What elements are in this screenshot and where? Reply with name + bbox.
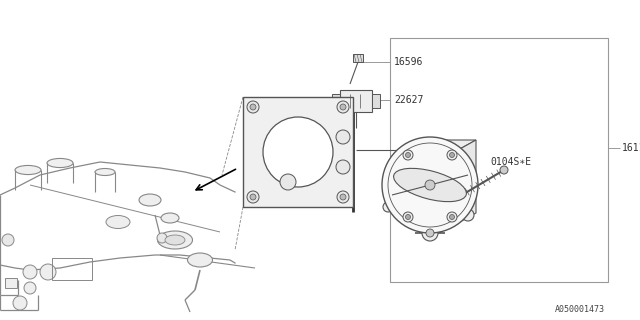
Circle shape [337, 191, 349, 203]
Circle shape [422, 225, 438, 241]
Ellipse shape [139, 194, 161, 206]
Circle shape [336, 160, 350, 174]
Circle shape [449, 153, 454, 157]
Circle shape [425, 180, 435, 190]
Circle shape [447, 212, 457, 222]
Circle shape [403, 212, 413, 222]
Bar [340, 90, 372, 112]
Text: 0104S∗E: 0104S∗E [490, 157, 531, 167]
Ellipse shape [157, 231, 193, 249]
Circle shape [280, 174, 296, 190]
Circle shape [406, 153, 410, 157]
Circle shape [406, 214, 410, 220]
Text: 16175: 16175 [268, 154, 298, 164]
Circle shape [247, 191, 259, 203]
Ellipse shape [161, 213, 179, 223]
Circle shape [500, 166, 508, 174]
Ellipse shape [95, 169, 115, 175]
Circle shape [247, 101, 259, 113]
Ellipse shape [188, 253, 212, 267]
Ellipse shape [47, 158, 73, 168]
Circle shape [2, 234, 14, 246]
Polygon shape [402, 140, 476, 150]
Circle shape [447, 150, 457, 160]
Text: A050001473: A050001473 [555, 305, 605, 314]
Circle shape [382, 137, 478, 233]
Circle shape [403, 150, 413, 160]
Bar [390, 38, 608, 282]
Circle shape [250, 194, 256, 200]
Circle shape [24, 282, 36, 294]
Polygon shape [402, 150, 458, 223]
Circle shape [449, 214, 454, 220]
Text: FRONT: FRONT [242, 148, 273, 166]
Bar [5, 278, 17, 288]
Circle shape [23, 265, 37, 279]
Circle shape [157, 233, 167, 243]
Text: 16596: 16596 [394, 57, 424, 67]
Bar [353, 54, 363, 62]
Circle shape [250, 104, 256, 110]
Ellipse shape [165, 235, 185, 245]
Ellipse shape [394, 168, 467, 202]
Circle shape [340, 194, 346, 200]
Circle shape [340, 104, 346, 110]
Text: 16112: 16112 [622, 143, 640, 153]
Polygon shape [332, 94, 340, 108]
Text: 22627: 22627 [394, 95, 424, 105]
Circle shape [40, 264, 56, 280]
Ellipse shape [106, 215, 130, 228]
Bar [243, 97, 353, 207]
Bar [52, 258, 92, 280]
Ellipse shape [15, 165, 41, 174]
Circle shape [336, 130, 350, 144]
Polygon shape [458, 140, 476, 223]
Circle shape [462, 209, 474, 221]
Circle shape [426, 229, 434, 237]
Circle shape [383, 202, 393, 212]
Circle shape [13, 296, 27, 310]
Circle shape [263, 117, 333, 187]
Circle shape [337, 101, 349, 113]
Polygon shape [372, 94, 380, 108]
